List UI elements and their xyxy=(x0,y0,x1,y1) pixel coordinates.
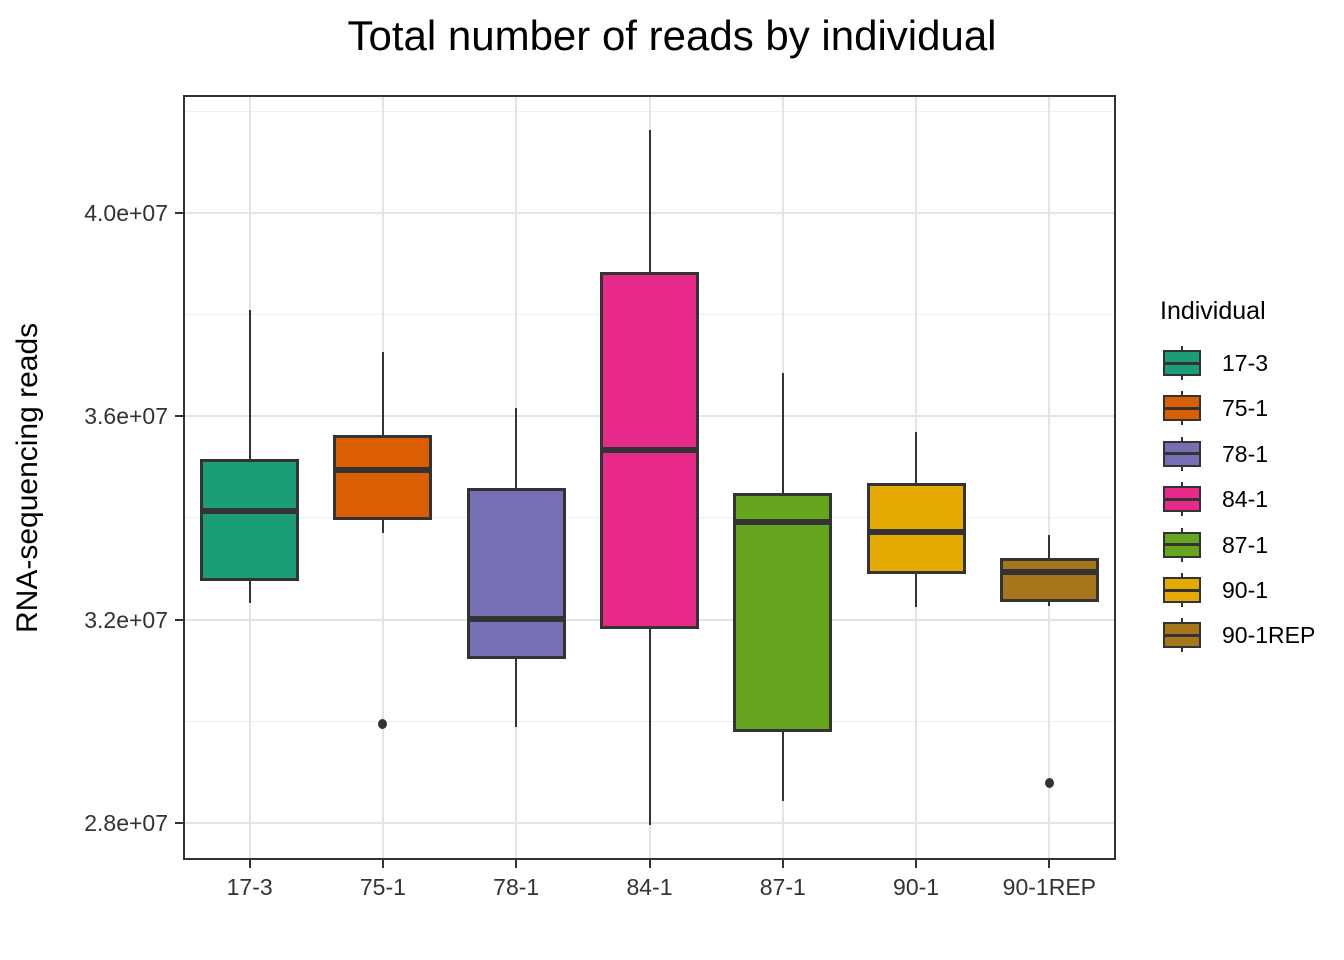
y-tick-label: 2.8e+07 xyxy=(84,809,168,836)
box-iqr xyxy=(733,493,833,732)
x-tick xyxy=(781,860,784,868)
legend-key-median-line xyxy=(1165,361,1199,365)
legend-label: 90-1 xyxy=(1222,577,1269,603)
x-tick-label: 78-1 xyxy=(493,874,540,900)
x-tick xyxy=(248,860,251,868)
legend-label: 90-1REP xyxy=(1222,622,1316,649)
x-tick-label: 90-1REP xyxy=(1002,874,1096,900)
x-tick xyxy=(915,860,918,868)
median-line xyxy=(1002,568,1096,575)
median-line xyxy=(203,507,297,514)
legend-key-median-line xyxy=(1165,543,1199,547)
legend-label: 84-1 xyxy=(1222,486,1269,513)
median-line xyxy=(603,446,696,453)
x-tick-label: 87-1 xyxy=(759,874,806,900)
legend-key-median-line xyxy=(1165,406,1199,410)
legend-label: 17-3 xyxy=(1222,350,1269,376)
y-tick xyxy=(175,211,183,214)
box-iqr xyxy=(200,458,300,581)
y-tick xyxy=(175,821,183,824)
legend: Individual 17-3 75-1 78-1 84-1 87-1 90-1 90-1R… xyxy=(1150,297,1340,677)
box-iqr xyxy=(999,558,1099,602)
x-tick-label: 84-1 xyxy=(626,874,673,900)
whisker-line xyxy=(248,310,251,603)
legend-label: 75-1 xyxy=(1222,395,1269,422)
gridline-major-v xyxy=(1048,95,1051,860)
x-tick-label: 90-1 xyxy=(893,874,940,900)
chart-title: Total number of reads by individual xyxy=(347,12,997,59)
box-iqr xyxy=(333,435,433,520)
y-axis-title: RNA-sequencing reads xyxy=(11,322,44,633)
median-line xyxy=(736,518,830,525)
x-tick xyxy=(515,860,518,868)
y-tick-label: 3.2e+07 xyxy=(84,606,168,633)
x-tick xyxy=(648,860,651,868)
y-tick-label: 3.6e+07 xyxy=(84,403,168,430)
legend-key-median-line xyxy=(1165,633,1199,637)
legend-title: Individual xyxy=(1160,297,1266,325)
x-tick-label: 75-1 xyxy=(359,874,406,900)
x-tick xyxy=(381,860,384,868)
median-line xyxy=(869,529,963,536)
legend-key-median-line xyxy=(1165,452,1199,456)
y-tick xyxy=(175,618,183,621)
median-line xyxy=(469,616,563,623)
legend-key-median-line xyxy=(1165,588,1199,592)
x-tick xyxy=(1048,860,1051,868)
y-tick-label: 4.0e+07 xyxy=(84,199,168,226)
outlier-point xyxy=(1044,777,1054,788)
outlier-point xyxy=(378,718,388,729)
legend-label: 87-1 xyxy=(1222,531,1269,558)
box-iqr xyxy=(866,482,966,574)
legend-key-median-line xyxy=(1165,497,1199,501)
legend-label: 78-1 xyxy=(1222,440,1269,467)
y-tick xyxy=(175,415,183,418)
x-tick-label: 17-3 xyxy=(226,874,273,900)
median-line xyxy=(336,467,430,474)
box-iqr xyxy=(466,487,566,659)
